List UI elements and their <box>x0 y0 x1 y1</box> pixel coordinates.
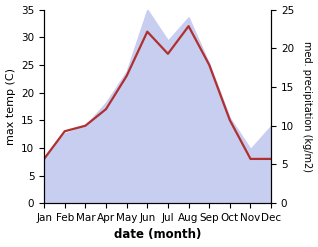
Y-axis label: max temp (C): max temp (C) <box>5 68 16 145</box>
Y-axis label: med. precipitation (kg/m2): med. precipitation (kg/m2) <box>302 41 313 172</box>
X-axis label: date (month): date (month) <box>114 228 201 242</box>
